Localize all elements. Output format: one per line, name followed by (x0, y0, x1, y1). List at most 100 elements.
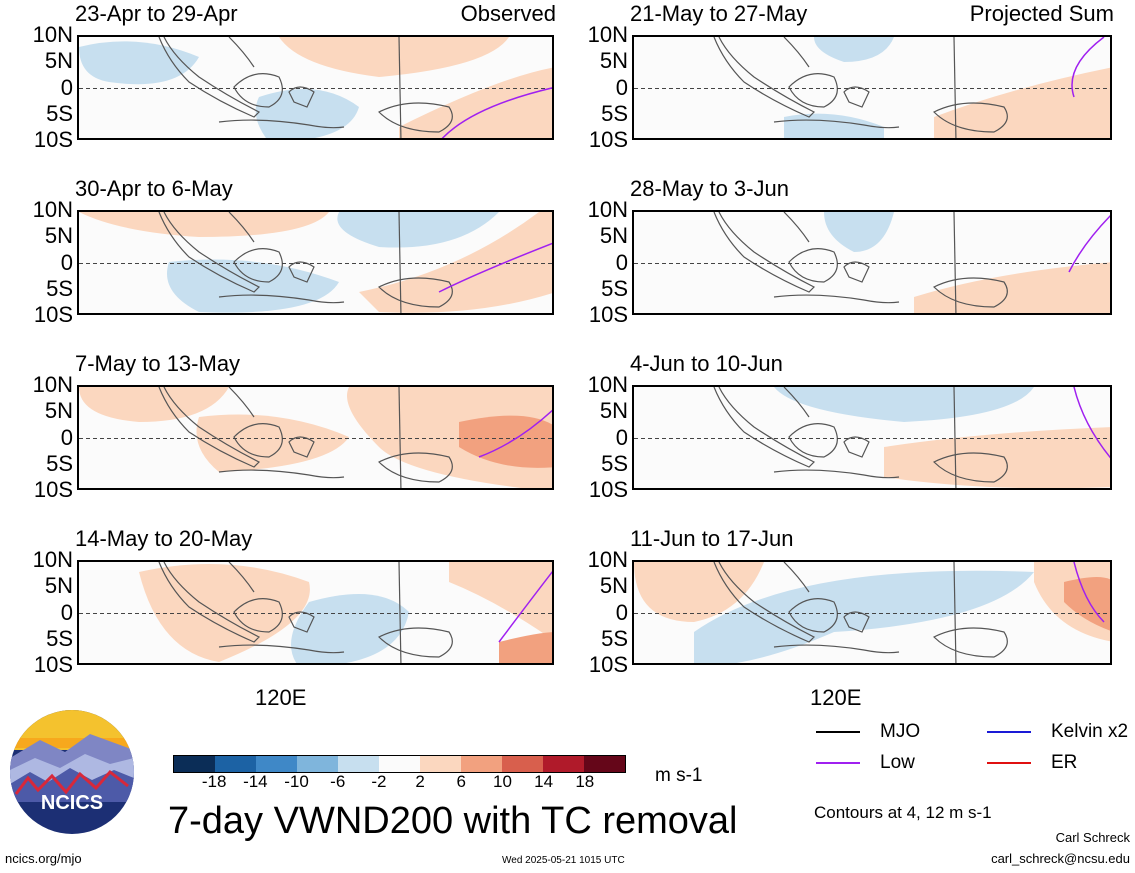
colorbar-swatch (256, 756, 297, 772)
anomaly-shading (814, 37, 894, 62)
coastline (843, 611, 870, 633)
anomaly-map (77, 385, 554, 490)
anomaly-map (632, 385, 1112, 490)
coastline (843, 436, 870, 458)
coastline (398, 37, 402, 138)
map-graphic (79, 387, 552, 488)
lat-label: 0 (615, 424, 628, 450)
coastline (398, 387, 402, 488)
coastline (288, 611, 315, 633)
lat-label: 5N (599, 223, 628, 249)
panel-title: 21-May to 27-May (630, 1, 808, 26)
colorbar-swatch (584, 756, 625, 772)
lat-label: 10N (32, 547, 73, 572)
lat-label: 10N (587, 372, 628, 397)
logo-graphic (10, 710, 134, 802)
anomaly-shading (1064, 577, 1110, 631)
lat-label: 10S (588, 127, 628, 152)
map-graphic (634, 37, 1110, 138)
anomaly-shading (914, 262, 1110, 313)
panel-title: 23-Apr to 29-Apr (75, 1, 238, 26)
coastline (218, 119, 345, 129)
colorbar-units: m s-1 (655, 765, 703, 786)
legend-low-label: Low (880, 752, 915, 773)
legend-low-line (816, 762, 860, 764)
low-contour (1073, 562, 1105, 623)
coastline (773, 469, 900, 479)
ncics-logo: NCICS (10, 710, 134, 834)
coastline (773, 294, 900, 304)
legend-kelvin: Kelvin x2 (987, 721, 1128, 743)
anomaly-shading (291, 594, 409, 663)
anomaly-shading (934, 67, 1110, 138)
logo-text: NCICS (40, 792, 104, 814)
coastline (288, 261, 315, 283)
anomaly-map (632, 35, 1112, 140)
author-email: carl_schreck@ncsu.edu (991, 851, 1130, 866)
author: Carl Schreck (1055, 830, 1130, 845)
colorbar-swatch (297, 756, 338, 772)
coastline (773, 119, 900, 129)
coastline (843, 261, 870, 283)
anomaly-shading (884, 427, 1110, 488)
lat-label: 10N (32, 372, 73, 397)
panel-title: 4-Jun to 10-Jun (630, 351, 783, 376)
coastline (228, 212, 255, 243)
coastline (233, 73, 283, 108)
coastline (788, 73, 838, 108)
colorbar-tick: 18 (575, 772, 595, 791)
anomaly-map (77, 560, 554, 665)
anomaly-shading (399, 67, 552, 138)
coastline (953, 37, 957, 138)
coastline (953, 212, 957, 313)
legend-er-label: ER (1051, 752, 1078, 773)
anomaly-map (632, 210, 1112, 315)
coastline (398, 562, 402, 663)
anomaly-shading (196, 414, 349, 472)
coastline (783, 387, 810, 418)
lat-label: 5N (599, 398, 628, 424)
lat-label: 5S (601, 100, 628, 126)
lat-label: 0 (615, 599, 628, 625)
coastline (233, 248, 283, 283)
lat-label: 10S (33, 127, 73, 152)
lon-label: 120E (810, 685, 862, 710)
colorbar-tick: 14 (534, 772, 554, 791)
anomaly-shading (167, 259, 339, 313)
lat-label: 10S (588, 652, 628, 677)
anomaly-shading (139, 564, 310, 662)
colorbar-tick: 2 (415, 772, 425, 791)
coastline (158, 387, 261, 468)
legend-er: ER (987, 752, 1077, 774)
panel-title: 28-May to 3-Jun (630, 176, 789, 201)
coastline (158, 37, 261, 118)
anomaly-shading (79, 387, 229, 422)
coastline (377, 627, 453, 658)
anomaly-shading (694, 570, 1034, 663)
figure-title: 7-day VWND200 with TC removal (168, 800, 738, 842)
lat-label: 5N (599, 48, 628, 74)
anomaly-shading (774, 387, 1034, 422)
anomaly-shading (459, 415, 552, 468)
lat-label: 0 (60, 424, 73, 450)
lat-label: 10N (587, 22, 628, 47)
coastline (228, 37, 255, 68)
low-contour (498, 570, 552, 643)
colorbar-swatch (338, 756, 379, 772)
anomaly-shading (634, 562, 764, 622)
coastline (288, 86, 315, 108)
anomaly-map (77, 35, 554, 140)
lat-label: 5S (601, 625, 628, 651)
colorbar-swatch (379, 756, 420, 772)
panel-title: 7-May to 13-May (75, 351, 241, 376)
lat-label: 5N (44, 573, 73, 599)
low-contour (441, 87, 552, 138)
coastline (377, 277, 453, 308)
colorbar-tick: -2 (371, 772, 387, 791)
lat-label: 5S (601, 275, 628, 301)
coastline (377, 102, 453, 133)
coastline (953, 387, 957, 488)
anomaly-shading (824, 212, 894, 252)
lat-label: 5N (44, 48, 73, 74)
lat-label: 5S (46, 100, 73, 126)
